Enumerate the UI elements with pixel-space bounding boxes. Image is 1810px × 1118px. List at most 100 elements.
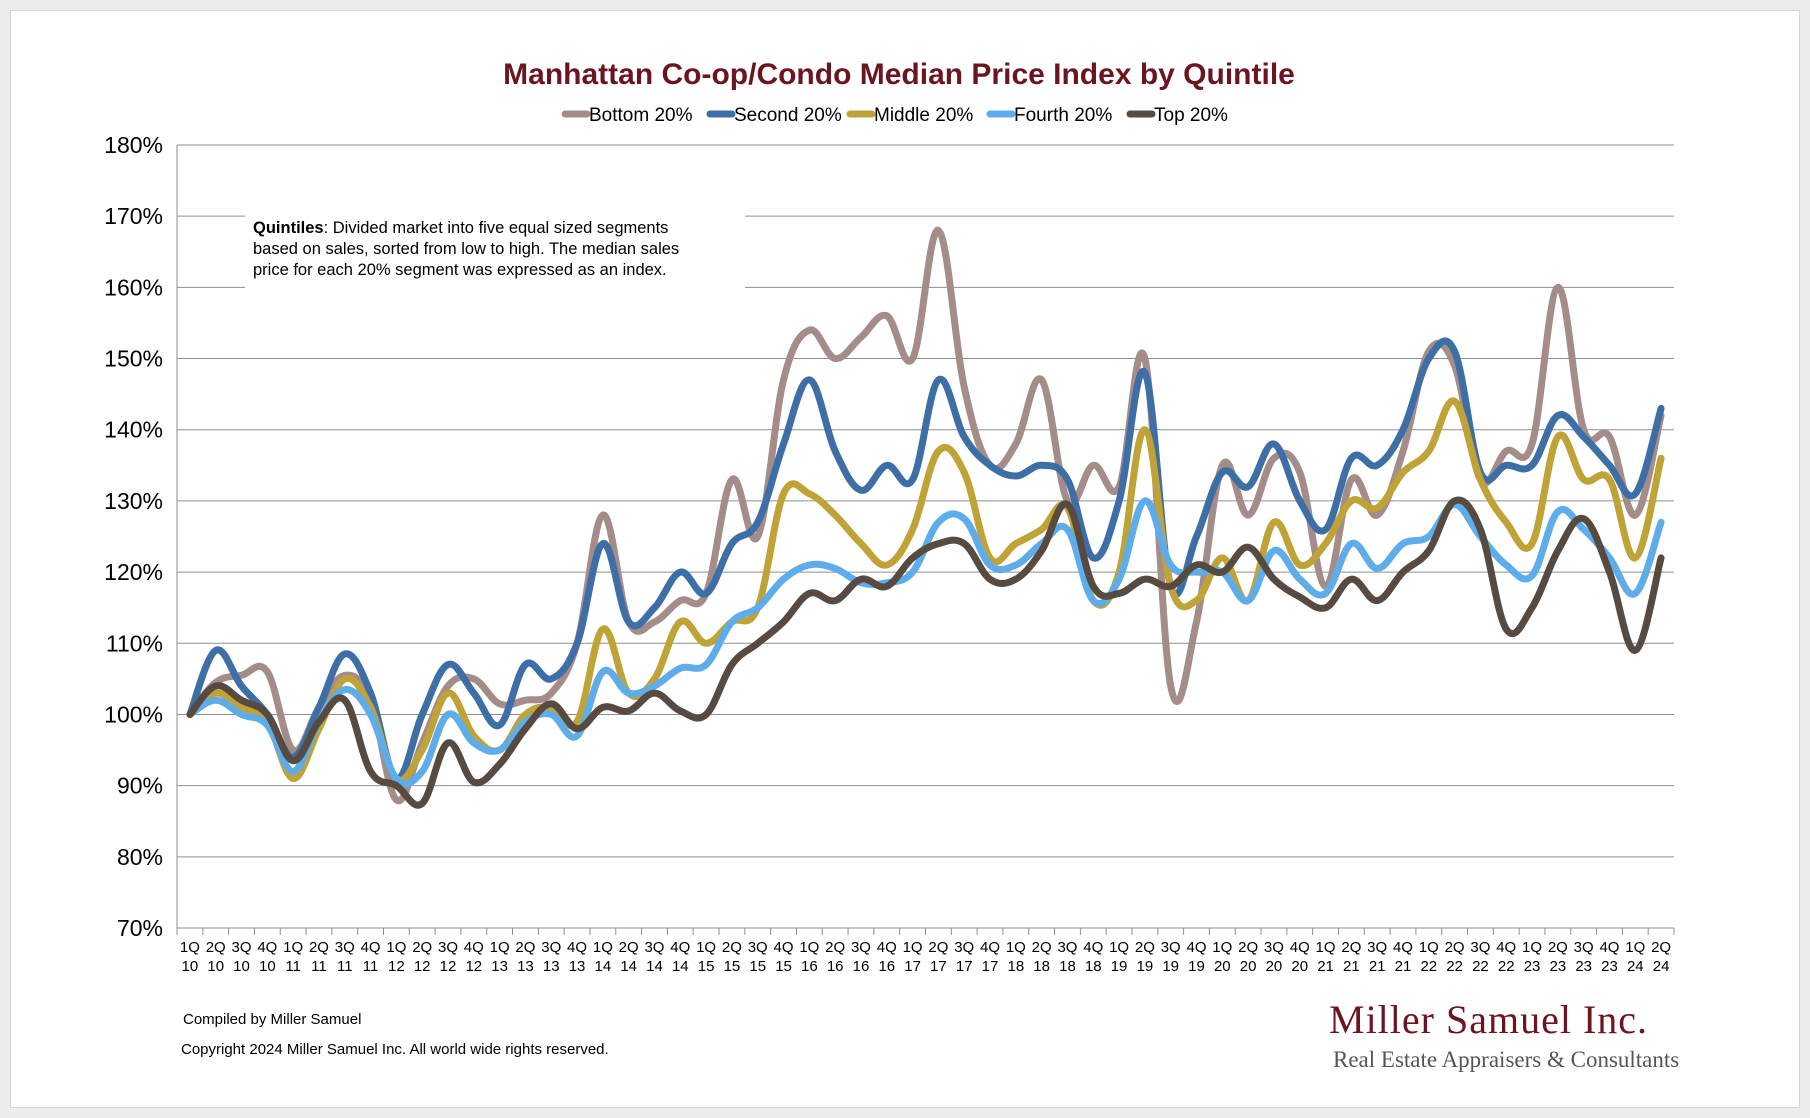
y-tick-label: 130% — [104, 488, 163, 514]
x-tick-label-quarter: 1Q — [1109, 939, 1129, 956]
legend-label: Fourth 20% — [1014, 105, 1112, 126]
x-tick-label-quarter: 4Q — [361, 939, 381, 956]
x-tick-label-quarter: 1Q — [799, 939, 819, 956]
brand-logo-tagline: Real Estate Appraisers & Consultants — [1333, 1047, 1679, 1072]
x-tick-label-year: 16 — [827, 958, 844, 975]
x-tick-label-quarter: 3Q — [748, 939, 768, 956]
note-background — [245, 211, 745, 289]
y-tick-label: 160% — [104, 274, 163, 300]
x-tick-label-year: 14 — [620, 958, 637, 975]
x-tick-label-year: 15 — [775, 958, 792, 975]
x-tick-label-year: 17 — [956, 958, 973, 975]
x-tick-label-year: 12 — [440, 958, 457, 975]
x-tick-label-quarter: 4Q — [1496, 939, 1516, 956]
x-tick-label-year: 12 — [465, 958, 482, 975]
x-tick-label-year: 13 — [517, 958, 534, 975]
x-tick-label-quarter: 2Q — [1032, 939, 1052, 956]
x-tick-label-quarter: 4Q — [774, 939, 794, 956]
note-line-3: price for each 20% segment was expressed… — [253, 261, 667, 279]
x-tick-label-quarter: 4Q — [1083, 939, 1103, 956]
x-tick-label-year: 21 — [1343, 958, 1360, 975]
x-tick-label-quarter: 4Q — [1393, 939, 1413, 956]
x-tick-label-quarter: 2Q — [1341, 939, 1361, 956]
x-tick-label-year: 18 — [1007, 958, 1024, 975]
x-tick-label-quarter: 3Q — [335, 939, 355, 956]
x-tick-label-year: 16 — [801, 958, 818, 975]
x-tick-label-year: 11 — [363, 958, 379, 975]
x-tick-label-year: 12 — [414, 958, 431, 975]
x-tick-label-year: 16 — [853, 958, 870, 975]
x-tick-label-quarter: 1Q — [593, 939, 613, 956]
x-tick-label-quarter: 1Q — [1625, 939, 1645, 956]
y-tick-label: 120% — [104, 559, 163, 585]
legend-label: Top 20% — [1154, 105, 1228, 126]
series-line-fourth-20 — [186, 497, 1665, 788]
x-tick-label-quarter: 4Q — [1599, 939, 1619, 956]
x-tick-label-quarter: 4Q — [1290, 939, 1310, 956]
x-tick-label-year: 22 — [1420, 958, 1437, 975]
y-tick-label: 170% — [104, 203, 163, 229]
x-tick-label-year: 10 — [259, 958, 276, 975]
x-tick-label-year: 19 — [1111, 958, 1128, 975]
note-line-2: based on sales, sorted from low to high.… — [253, 240, 679, 258]
y-tick-label: 150% — [104, 346, 163, 372]
x-tick-label-quarter: 1Q — [1522, 939, 1542, 956]
x-tick-label-quarter: 2Q — [412, 939, 432, 956]
x-tick-label-quarter: 3Q — [1470, 939, 1490, 956]
x-tick-label-quarter: 3Q — [1264, 939, 1284, 956]
x-axis-ticks: 1Q 10 2Q 10 3Q 10 4Q 10 1Q 11 2Q 11 3Q 11 4Q 11 1Q 12 2Q 12… — [176, 928, 1675, 975]
x-tick-label-year: 23 — [1575, 958, 1592, 975]
x-tick-label-year: 14 — [672, 958, 689, 975]
x-tick-label-year: 23 — [1550, 958, 1567, 975]
x-tick-label-quarter: 2Q — [206, 939, 226, 956]
x-tick-label-quarter: 3Q — [541, 939, 561, 956]
x-tick-label-quarter: 1Q — [696, 939, 716, 956]
x-tick-label-quarter: 3Q — [851, 939, 871, 956]
x-tick-label-quarter: 1Q — [1316, 939, 1336, 956]
x-tick-label-year: 18 — [1033, 958, 1050, 975]
x-tick-label-year: 23 — [1601, 958, 1618, 975]
x-tick-label-quarter: 4Q — [567, 939, 587, 956]
x-tick-label-quarter: 4Q — [980, 939, 1000, 956]
x-tick-label-year: 18 — [1085, 958, 1102, 975]
x-tick-label-year: 17 — [982, 958, 999, 975]
note-bold: Quintiles — [253, 219, 324, 237]
x-tick-label-quarter: 3Q — [954, 939, 974, 956]
x-tick-label-quarter: 3Q — [1161, 939, 1181, 956]
x-tick-label-quarter: 3Q — [1367, 939, 1387, 956]
x-tick-label-year: 21 — [1317, 958, 1334, 975]
x-tick-label-year: 20 — [1266, 958, 1283, 975]
legend-label: Middle 20% — [874, 105, 973, 126]
x-tick-label-quarter: 4Q — [877, 939, 897, 956]
x-tick-label-year: 11 — [337, 958, 353, 975]
x-tick-label-quarter: 1Q — [1212, 939, 1232, 956]
x-tick-label-quarter: 2Q — [1238, 939, 1258, 956]
y-tick-label: 140% — [104, 417, 163, 443]
x-tick-label-quarter: 4Q — [464, 939, 484, 956]
x-tick-label-year: 22 — [1472, 958, 1489, 975]
x-tick-label-year: 12 — [388, 958, 405, 975]
x-tick-label-year: 20 — [1291, 958, 1308, 975]
chart-title: Manhattan Co-op/Condo Median Price Index… — [503, 58, 1295, 91]
y-axis-ticks: 70% 80% 90% 100% 110% 120% 130% 140% 150% 160% 170… — [104, 132, 163, 941]
x-tick-label-quarter: 2Q — [928, 939, 948, 956]
x-tick-label-quarter: 3Q — [644, 939, 664, 956]
y-tick-label: 180% — [104, 132, 163, 158]
x-tick-label-year: 13 — [543, 958, 560, 975]
x-tick-label-year: 19 — [1137, 958, 1154, 975]
x-tick-label-quarter: 4Q — [257, 939, 277, 956]
x-tick-label-year: 14 — [595, 958, 612, 975]
x-tick-label-year: 13 — [491, 958, 508, 975]
x-tick-label-quarter: 2Q — [309, 939, 329, 956]
y-tick-label: 90% — [117, 773, 163, 799]
y-tick-label: 110% — [106, 630, 163, 656]
series-line-top-20 — [186, 496, 1665, 809]
x-tick-label-quarter: 1Q — [283, 939, 303, 956]
x-tick-label-year: 17 — [930, 958, 947, 975]
x-tick-label-year: 11 — [311, 958, 327, 975]
x-tick-label-quarter: 2Q — [1135, 939, 1155, 956]
x-tick-label-year: 11 — [285, 958, 301, 975]
x-tick-label-year: 16 — [878, 958, 895, 975]
legend-label: Bottom 20% — [589, 105, 693, 126]
copyright: Copyright 2024 Miller Samuel Inc. All wo… — [181, 1041, 609, 1058]
